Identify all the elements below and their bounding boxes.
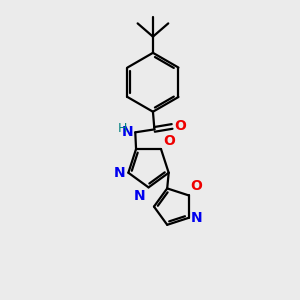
Text: H: H [118,122,128,135]
Text: O: O [163,134,175,148]
Text: N: N [191,211,202,225]
Text: N: N [134,190,146,203]
Text: N: N [114,166,125,180]
Text: N: N [122,125,134,139]
Text: O: O [191,179,203,193]
Text: O: O [174,119,186,134]
